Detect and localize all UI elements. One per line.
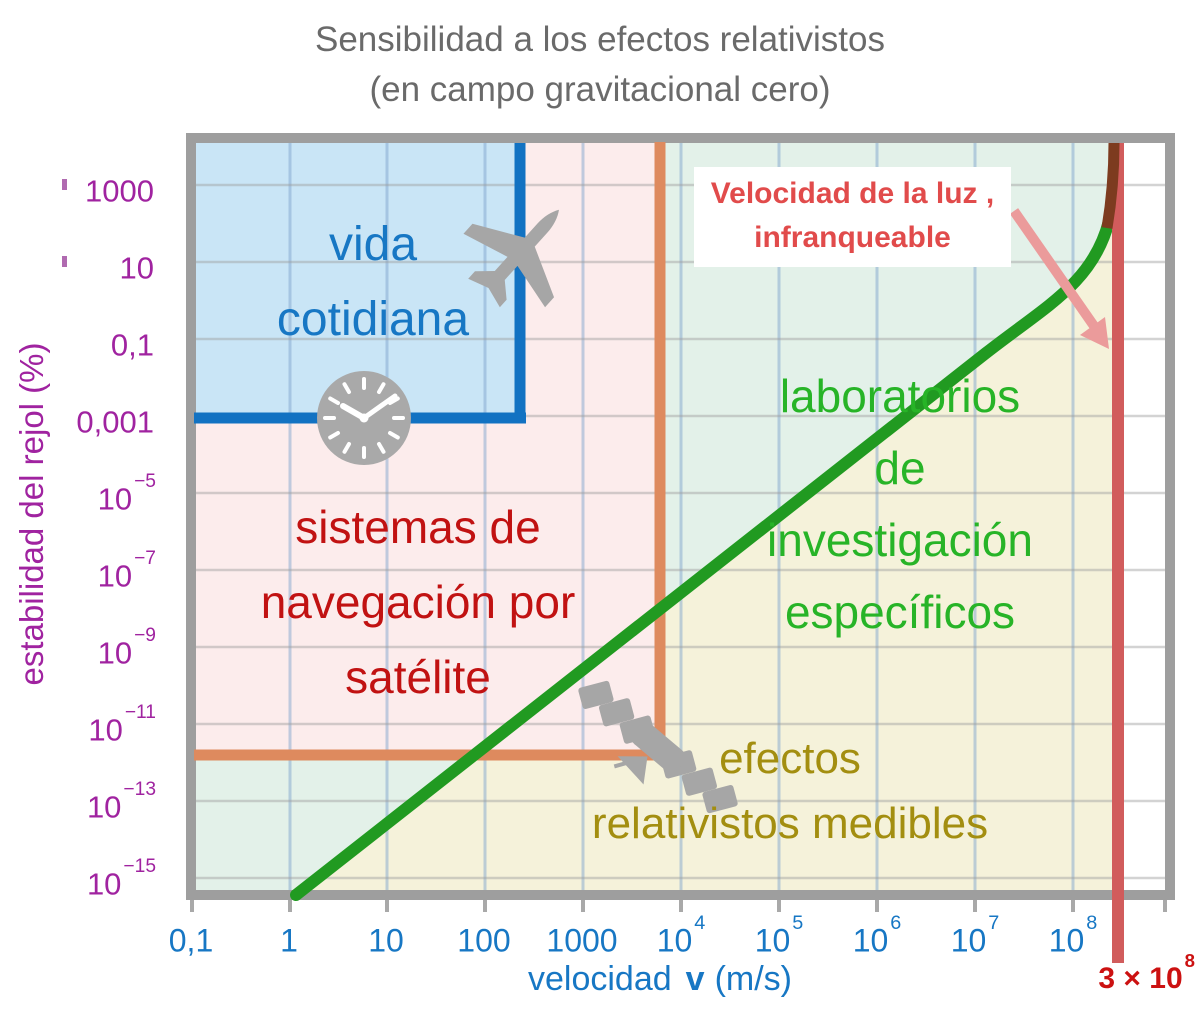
plot-area (186, 133, 1175, 963)
efectos-medibles-label: efectos relativistos medibles (591, 734, 989, 848)
y-axis-minor-tick (62, 256, 67, 267)
light-speed-value-label: 3 × 108 (1098, 949, 1195, 995)
x-axis-title: velocidad v (m/s) (528, 960, 792, 998)
clock-icon (317, 371, 411, 465)
navegacion-satelite-label: sistemas de navegación por satélite (260, 501, 576, 703)
page-title-line1: Sensibilidad a los efectos relativistos (314, 20, 885, 59)
vida-cotidiana-label: vida cotidiana (276, 218, 470, 346)
x-tick-label: 100 (457, 922, 511, 959)
x-tick-label: 0,1 (168, 922, 214, 959)
efectos-medibles-region-fill (302, 143, 1118, 890)
x-tick-label: 10 7 (950, 912, 1000, 959)
x-tick-label: 10 5 (754, 912, 804, 959)
page-title: Sensibilidad a los efectos relativistos … (0, 15, 1200, 115)
x-tick-label: 10 6 (852, 912, 902, 959)
y-tick-label: 0,1 (110, 327, 154, 363)
x-tick-label: 1 (280, 922, 298, 959)
y-tick-label: 10 −9 (97, 625, 156, 671)
x-axis-tick-marks (190, 900, 1167, 912)
x-tick-label: 10 8 (1048, 912, 1098, 959)
satellite-icon (578, 680, 738, 814)
y-tick-label: 10 −11 (88, 702, 156, 748)
x-tick-label: 10 4 (656, 912, 706, 959)
y-tick-label: 10 −7 (97, 548, 156, 594)
beyond-light-speed-fill (1118, 143, 1165, 890)
y-tick-label: 0,001 (76, 404, 154, 440)
y-tick-label: 10 (119, 250, 154, 286)
y-tick-label: 10 −5 (97, 471, 156, 517)
brown-asymptote-line (1101, 142, 1120, 229)
y-tick-label: 10 −15 (86, 856, 156, 902)
plot-canvas (190, 142, 1167, 963)
airplane-icon (463, 209, 559, 308)
x-tick-label: 10 (368, 922, 404, 959)
y-axis-minor-tick (62, 179, 67, 190)
light-speed-note: Velocidad de la luz , infranqueable (694, 167, 1011, 267)
page-title-line2: (en campo gravitacional cero) (369, 70, 831, 109)
y-tick-label: 1000 (85, 173, 154, 209)
laboratorios-label: laboratorios de investigación específico… (767, 370, 1033, 638)
light-speed-arrow (1009, 208, 1109, 349)
vertical-gridlines (288, 143, 1075, 890)
x-tick-label: 1000 (546, 922, 618, 959)
y-tick-label: 10 −13 (86, 779, 156, 825)
